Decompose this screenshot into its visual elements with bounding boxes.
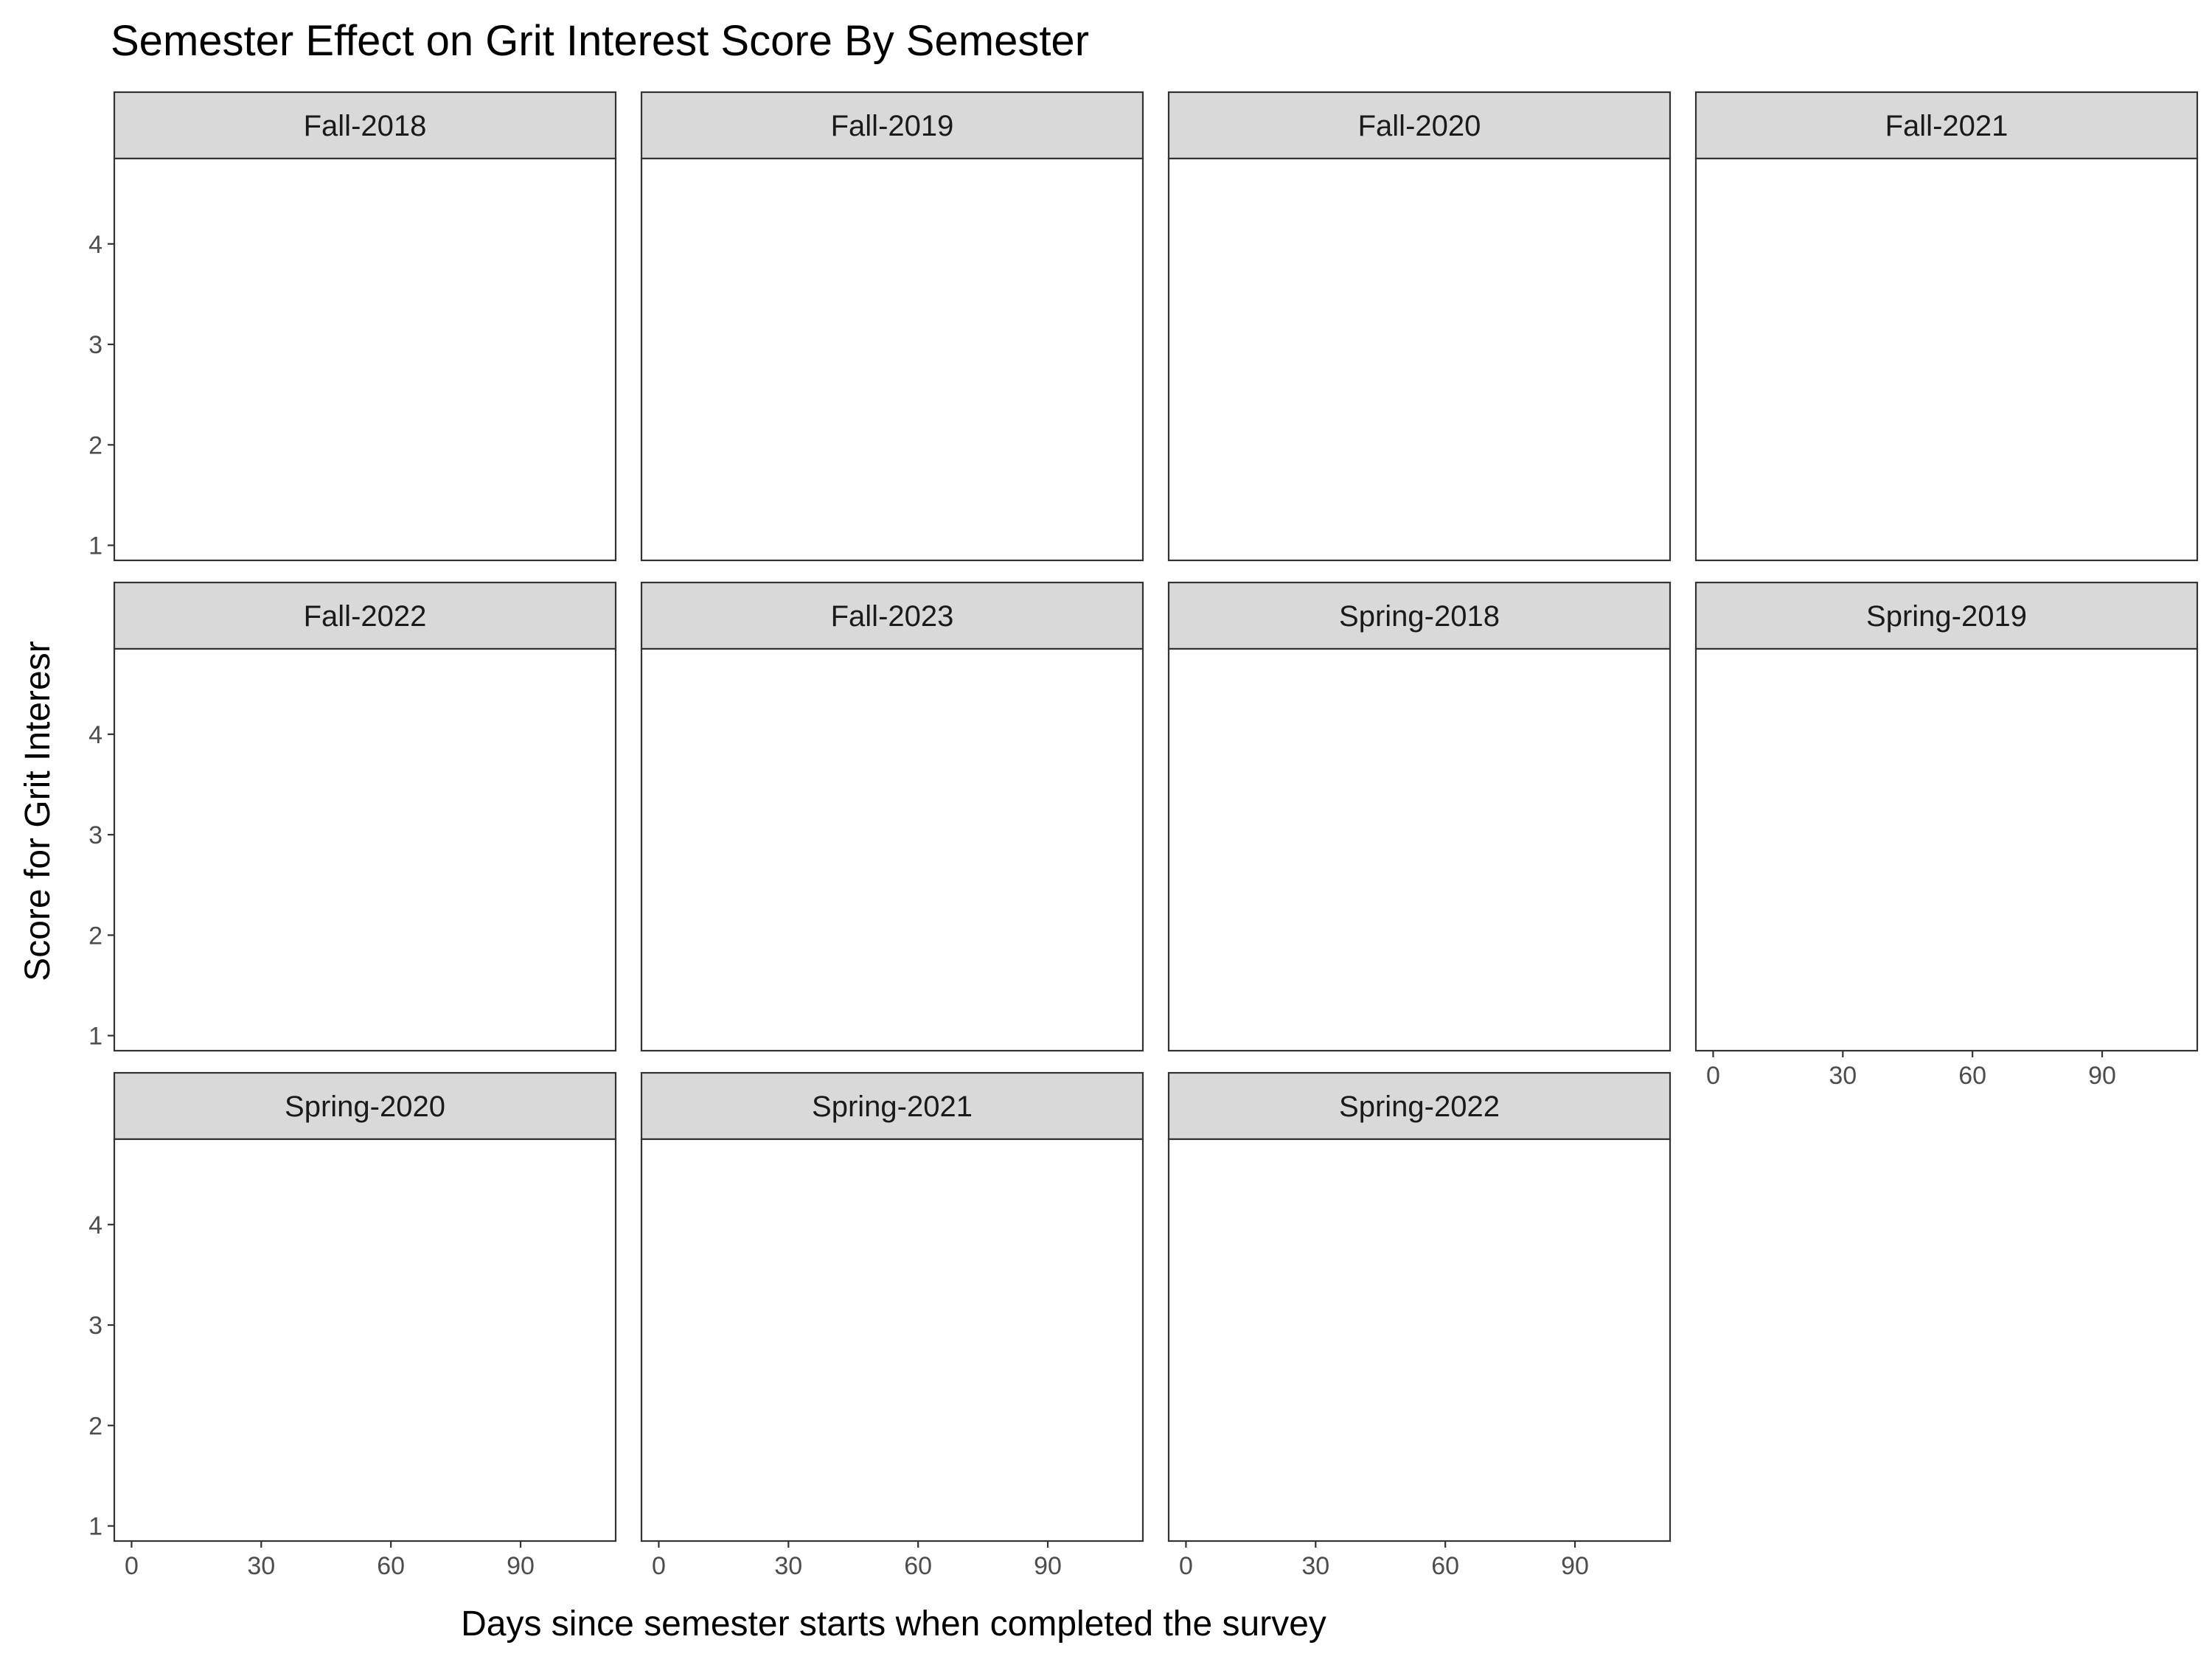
- y-tick-label: 1: [88, 532, 102, 560]
- y-tick-label: 2: [88, 431, 102, 459]
- panel-spring-2019: Spring-2019R = − 0.19, p = 0.140306090: [1694, 581, 2199, 1090]
- y-tick-label: 3: [88, 1312, 102, 1340]
- x-tick-label: 30: [1829, 1062, 1857, 1090]
- panel-fall-2018: Fall-2018R = − 0.036, p = 0.771234: [88, 91, 617, 562]
- x-tick-label: 30: [247, 1552, 275, 1580]
- panel-label-fall-2020: Fall-2020: [1358, 110, 1481, 142]
- x-tick-label: 30: [774, 1552, 802, 1580]
- x-tick-label: 60: [904, 1552, 932, 1580]
- chart-title: Semester Effect on Grit Interest Score B…: [111, 17, 1089, 65]
- y-tick-label: 4: [88, 721, 102, 749]
- y-tick-label: 1: [88, 1513, 102, 1541]
- panel-strip-fall-2023: [640, 581, 1144, 650]
- panel-fall-2023: Fall-2023R = 0.36, p = 0.016: [640, 581, 1144, 1052]
- x-tick-label: 90: [2088, 1062, 2116, 1090]
- panel-strip-spring-2020: [113, 1071, 617, 1141]
- panel-spring-2021: Spring-2021R = − 0.029, p = 0.690306090: [640, 1071, 1144, 1580]
- panel-frame-fall-2023: [640, 647, 1144, 1052]
- x-tick-label: 60: [1958, 1062, 1986, 1090]
- panel-strip-fall-2020: [1167, 91, 1672, 160]
- y-tick-label: 4: [88, 1211, 102, 1239]
- panel-label-spring-2022: Spring-2022: [1339, 1091, 1500, 1123]
- panel-fall-2022: Fall-2022R = 0.13, p = 0.441234: [88, 581, 617, 1052]
- x-axis-title: Days since semester starts when complete…: [461, 1604, 1326, 1644]
- panel-fall-2019: Fall-2019R = 0.016, p = 0.83: [640, 91, 1144, 562]
- panel-frame-spring-2018: [1167, 647, 1672, 1052]
- y-tick-label: 3: [88, 821, 102, 849]
- x-tick-label: 0: [1179, 1552, 1193, 1580]
- panel-label-spring-2018: Spring-2018: [1339, 600, 1500, 633]
- y-tick-label: 2: [88, 922, 102, 950]
- x-tick-label: 90: [1034, 1552, 1062, 1580]
- x-tick-label: 0: [652, 1552, 666, 1580]
- panel-label-fall-2022: Fall-2022: [304, 600, 427, 633]
- panel-frame-fall-2020: [1167, 157, 1672, 562]
- panels-layer: Fall-2018R = − 0.036, p = 0.771234Fall-2…: [88, 91, 2199, 1580]
- panel-frame-fall-2021: [1694, 157, 2199, 562]
- panel-strip-fall-2022: [113, 581, 617, 650]
- x-tick-label: 0: [125, 1552, 139, 1580]
- panel-label-fall-2021: Fall-2021: [1885, 110, 2008, 142]
- panel-strip-fall-2019: [640, 91, 1144, 160]
- panel-fall-2020: Fall-2020R = − 0.11, p = 0.032: [1167, 91, 1672, 562]
- panel-spring-2022: Spring-2022R = − 0.14, p = 0.230306090: [1167, 1071, 1672, 1580]
- panel-strip-spring-2021: [640, 1071, 1144, 1141]
- panel-label-spring-2019: Spring-2019: [1866, 600, 2027, 633]
- panel-label-fall-2023: Fall-2023: [831, 600, 954, 633]
- panel-strip-spring-2022: [1167, 1071, 1672, 1141]
- panel-frame-fall-2022: [113, 647, 617, 1052]
- panel-spring-2020: Spring-2020R = − 0.087, p = 0.4512340306…: [88, 1071, 617, 1580]
- y-tick-label: 3: [88, 331, 102, 359]
- panel-label-fall-2018: Fall-2018: [304, 110, 427, 142]
- panel-strip-spring-2018: [1167, 581, 1672, 650]
- panel-fall-2021: Fall-2021R = 0.13, p = 0.16: [1694, 91, 2199, 562]
- x-tick-label: 90: [507, 1552, 535, 1580]
- panel-frame-spring-2019: [1694, 647, 2199, 1052]
- panel-strip-fall-2018: [113, 91, 617, 160]
- y-tick-label: 2: [88, 1412, 102, 1440]
- panel-frame-fall-2018: [113, 157, 617, 562]
- panel-frame-fall-2019: [640, 157, 1144, 562]
- y-tick-label: 4: [88, 231, 102, 259]
- x-tick-label: 30: [1301, 1552, 1329, 1580]
- panel-frame-spring-2020: [113, 1138, 617, 1543]
- y-tick-label: 1: [88, 1023, 102, 1051]
- x-tick-label: 0: [1706, 1062, 1720, 1090]
- x-tick-label: 90: [1561, 1552, 1589, 1580]
- panel-strip-fall-2021: [1694, 91, 2199, 160]
- panel-frame-spring-2021: [640, 1138, 1144, 1543]
- x-tick-label: 60: [377, 1552, 405, 1580]
- panel-label-spring-2021: Spring-2021: [812, 1091, 973, 1123]
- panel-label-spring-2020: Spring-2020: [285, 1091, 445, 1123]
- x-tick-label: 60: [1431, 1552, 1459, 1580]
- panel-spring-2018: Spring-2018R = 0.0086, p = 0.96: [1167, 581, 1672, 1052]
- panel-frame-spring-2022: [1167, 1138, 1672, 1543]
- panel-label-fall-2019: Fall-2019: [831, 110, 954, 142]
- panel-strip-spring-2019: [1694, 581, 2199, 650]
- y-axis-title: Score for Grit Interesr: [18, 641, 58, 981]
